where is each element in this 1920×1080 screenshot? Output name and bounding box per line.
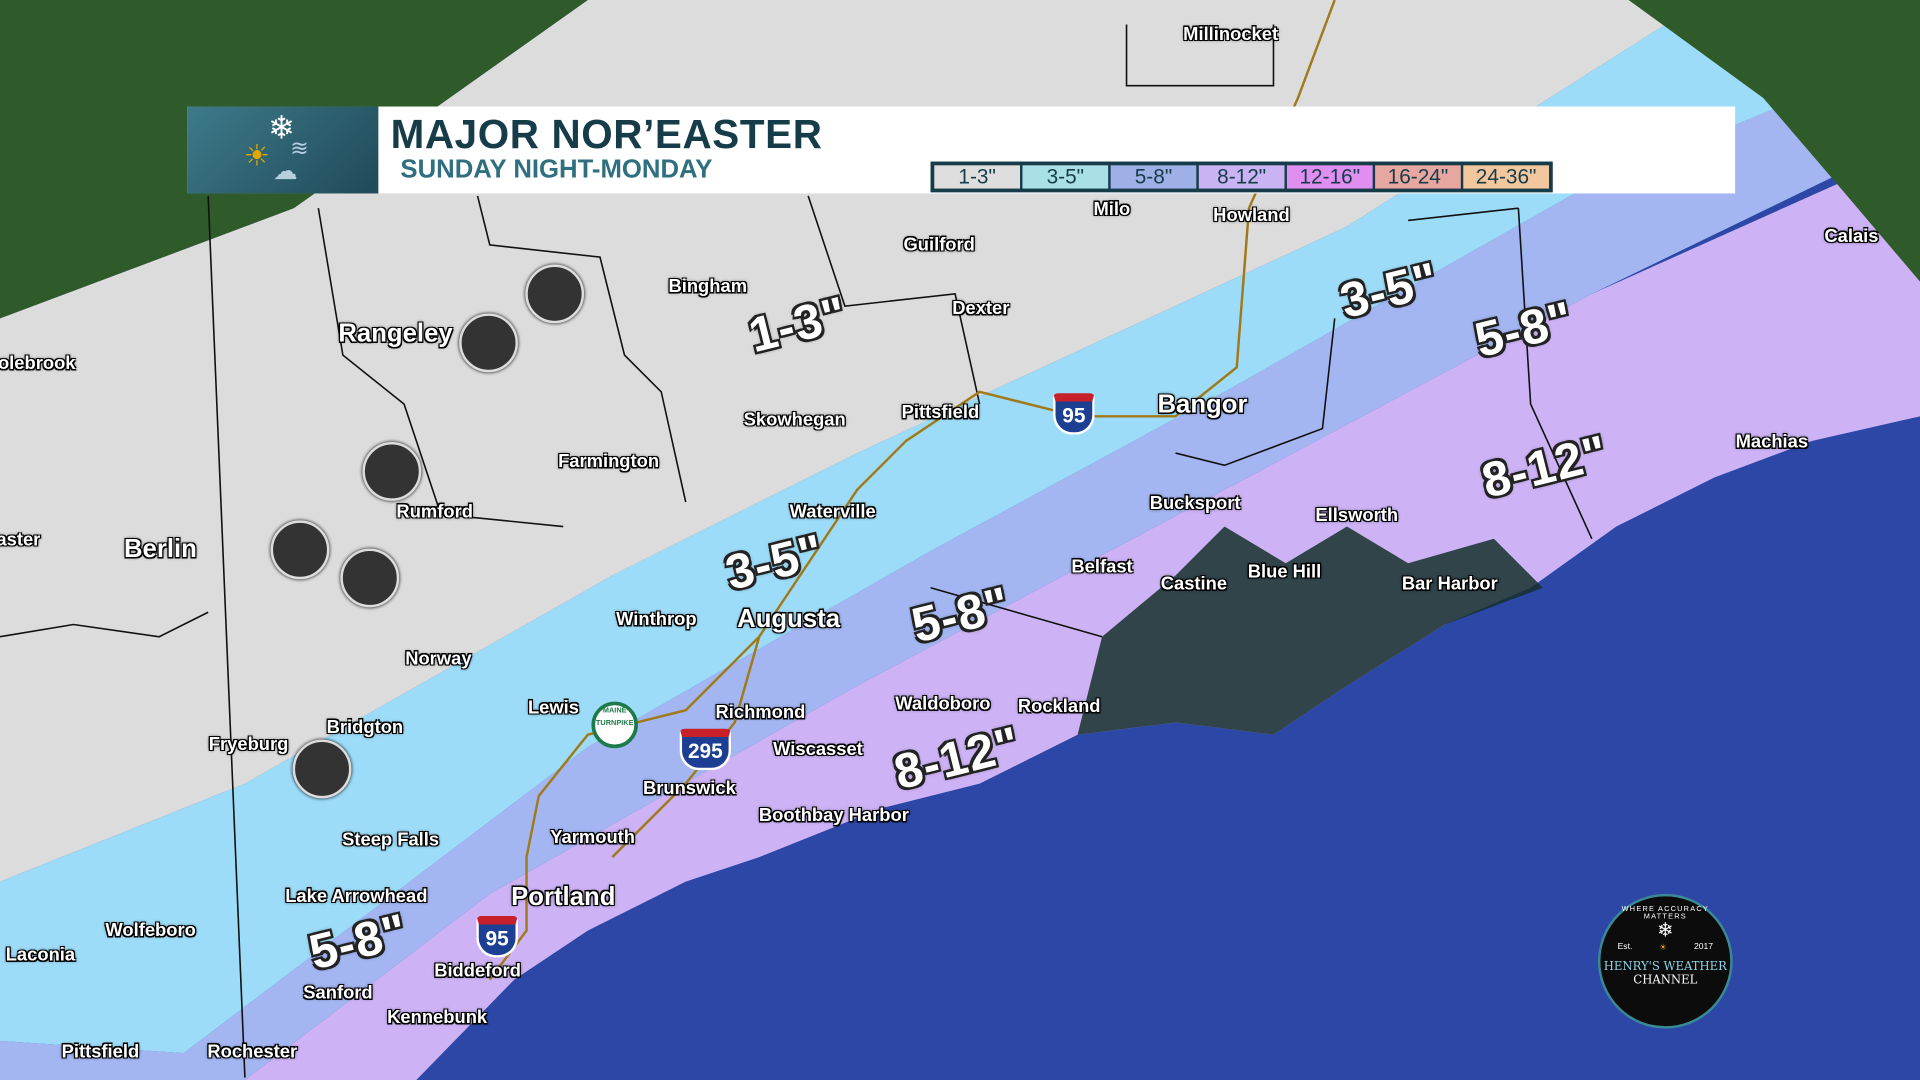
city-label: Pittsfield [61, 1041, 140, 1063]
city-label: Richmond [715, 702, 806, 724]
logo-name: CHANNEL [1633, 973, 1698, 987]
channel-logo: WHERE ACCURACY MATTERS ❄ Est. ☀ 2017 HEN… [1597, 893, 1733, 1029]
city-label: Waldoboro [895, 693, 991, 715]
page-title: MAJOR NOR’EASTER [390, 111, 823, 157]
city-label: Augusta [737, 604, 841, 634]
city-label: Rangeley [338, 319, 453, 348]
ski-resort-sun-icon [270, 520, 330, 580]
interstate-95-shield: 95 [476, 915, 518, 958]
city-label: Wolfeboro [105, 920, 196, 942]
city-label: Wiscasset [773, 738, 863, 760]
city-label: olebrook [0, 353, 76, 375]
city-label: Norway [405, 648, 472, 670]
interstate-295-shield: 295 [679, 728, 732, 771]
city-label: Boothbay Harbor [758, 805, 909, 826]
city-label: Ellsworth [1315, 505, 1399, 526]
city-label: Farmington [558, 451, 660, 473]
city-label: Fryeburg [208, 734, 289, 755]
legend-item: 5-8" [1110, 165, 1197, 189]
city-label: Dexter [952, 298, 1010, 319]
city-label: Millinocket [1183, 23, 1279, 45]
page-subtitle: SUNDAY NIGHT-MONDAY [400, 155, 713, 184]
legend-item: 1-3" [934, 165, 1021, 189]
legend-item: 8-12" [1198, 165, 1285, 189]
city-label: Castine [1160, 573, 1228, 595]
band-5-8 [0, 48, 1920, 1080]
weather-icon: ❄ ☀ ☁ ≋ [187, 106, 379, 194]
city-label: Berlin [123, 535, 197, 564]
legend-item: 12-16" [1286, 165, 1373, 189]
city-label: Calais [1824, 225, 1879, 247]
city-label: Sanford [303, 982, 373, 1004]
city-label: Milo [1093, 198, 1131, 220]
city-label: Pittsfield [901, 402, 980, 424]
city-label: Steep Falls [342, 829, 440, 851]
maine-turnpike-shield: MAINE TURNPIKE [591, 701, 638, 749]
city-label: Kennebunk [387, 1007, 488, 1028]
city-label: Rochester [207, 1041, 298, 1063]
logo-tagline: WHERE ACCURACY MATTERS [1621, 906, 1710, 921]
city-label: Bangor [1157, 390, 1248, 419]
city-label: Blue Hill [1247, 561, 1322, 583]
city-label: Bingham [668, 276, 748, 297]
city-label: Lake Arrowhead [285, 885, 428, 907]
logo-name: HENRY'S WEATHER [1603, 960, 1727, 974]
city-label: Portland [511, 882, 616, 912]
city-label: Lewis [527, 697, 579, 719]
city-label: Brunswick [642, 778, 736, 799]
logo-year: 2017 [1693, 942, 1714, 952]
city-label: Waterville [789, 501, 876, 523]
city-label: Howland [1213, 205, 1290, 226]
satellite-land-ne [1628, 0, 1920, 282]
city-label: Rumford [396, 501, 473, 523]
logo-sun-icon: ☀ [1659, 944, 1668, 953]
interstate-95-shield: 95 [1053, 393, 1095, 435]
ski-resort-trail-icon [340, 548, 400, 608]
logo-est: Est. [1617, 942, 1633, 952]
ski-resort-tree-icon [292, 739, 352, 799]
logo-weather-icon: ❄ [1657, 920, 1674, 942]
city-label: Belfast [1071, 556, 1133, 578]
ski-resort-black-mountain-icon [362, 442, 422, 501]
city-label: Bar Harbor [1401, 573, 1498, 595]
coastal-islands [1077, 526, 1543, 735]
city-label: Guilford [903, 234, 975, 256]
ski-resort-mountain-icon [525, 264, 585, 324]
legend-item: 24-36" [1463, 165, 1549, 189]
city-label: Bridgton [326, 716, 404, 738]
city-label: Yarmouth [550, 827, 636, 848]
city-label: Biddeford [434, 960, 521, 982]
city-label: Rockland [1017, 696, 1101, 717]
city-label: Machias [1735, 431, 1809, 453]
title-banner: ❄ ☀ ☁ ≋ MAJOR NOR’EASTER SUNDAY NIGHT-MO… [187, 106, 1736, 194]
legend-item: 16-24" [1375, 165, 1461, 189]
city-label: aster [0, 529, 41, 551]
ski-resort-wave-icon [459, 313, 518, 373]
city-label: Skowhegan [743, 409, 846, 431]
snowfall-legend: 1-3" 3-5" 5-8" 8-12" 12-16" 16-24" 24-36… [930, 161, 1553, 193]
city-label: Winthrop [616, 609, 697, 631]
band-3-5 [0, 0, 1920, 1054]
city-label: Bucksport [1149, 492, 1241, 514]
city-label: Laconia [5, 944, 76, 966]
county-borders [0, 24, 1593, 1078]
ocean-coast [416, 416, 1920, 1080]
legend-item: 3-5" [1022, 165, 1109, 189]
